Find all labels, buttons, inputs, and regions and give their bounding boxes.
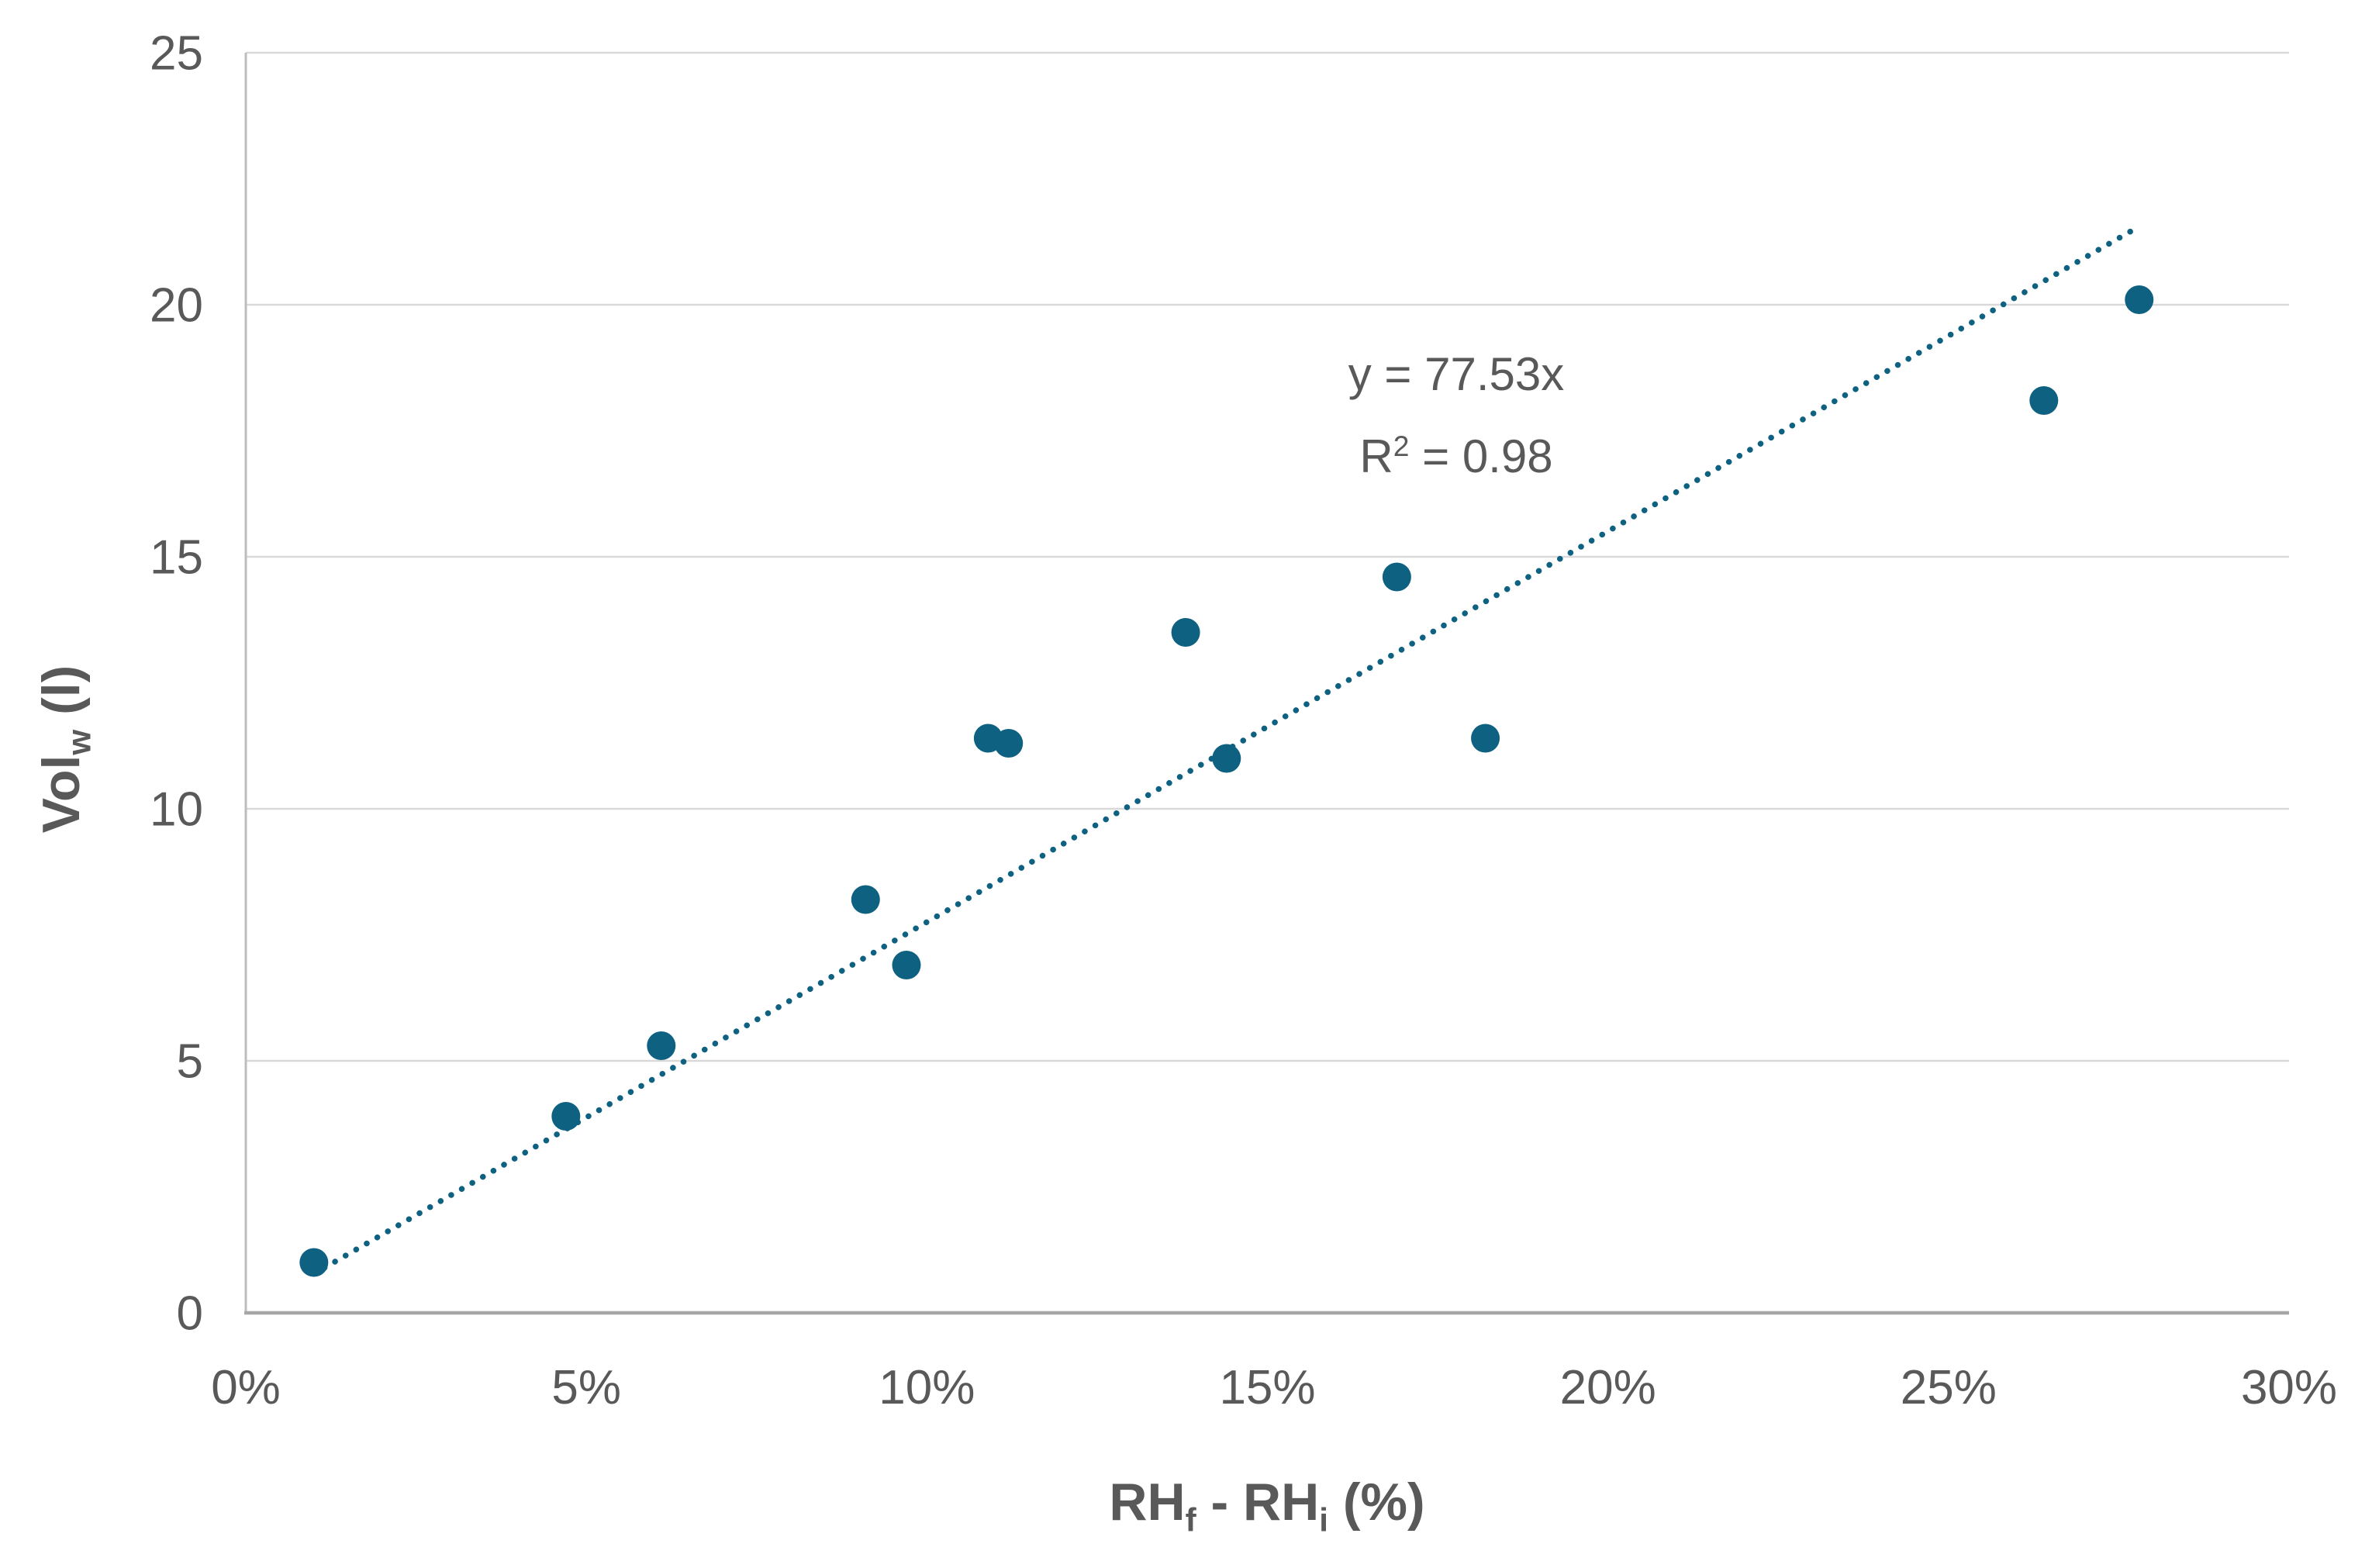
data-point (299, 1248, 329, 1277)
data-point (851, 885, 880, 914)
equation-line: y = 77.53x (1348, 348, 1565, 400)
data-point (2125, 285, 2154, 314)
r-squared-line: R2 = 0.98 (1359, 430, 1553, 482)
x-tick-label: 15% (1219, 1361, 1315, 1414)
x-tick-label: 20% (1560, 1361, 1656, 1414)
x-tick-label: 5% (551, 1361, 621, 1414)
x-axis-title: RHf - RHi (%) (1109, 1473, 1425, 1539)
data-point (1171, 618, 1200, 647)
y-tick-label: 20 (150, 279, 203, 333)
trendline (311, 223, 2142, 1277)
y-tick-label: 15 (150, 531, 203, 585)
data-point (647, 1031, 676, 1060)
x-tick-label: 10% (879, 1361, 975, 1414)
data-point (1382, 562, 1411, 592)
y-tick-label: 0 (177, 1287, 203, 1341)
data-point (892, 951, 921, 979)
trendline-equation: y = 77.53x R2 = 0.98 (1348, 338, 1565, 492)
data-point (994, 729, 1024, 758)
y-tick-label: 25 (150, 27, 203, 81)
data-point (1471, 724, 1500, 753)
x-tick-label: 25% (1901, 1361, 1997, 1414)
data-point (1212, 744, 1241, 773)
y-tick-label: 10 (150, 783, 203, 837)
y-tick-label: 5 (177, 1035, 203, 1089)
x-tick-label: 0% (211, 1361, 281, 1414)
data-point (551, 1102, 581, 1131)
x-tick-label: 30% (2241, 1361, 2337, 1414)
y-axis-title: Volw (l) (32, 665, 98, 834)
data-point (2029, 386, 2059, 415)
